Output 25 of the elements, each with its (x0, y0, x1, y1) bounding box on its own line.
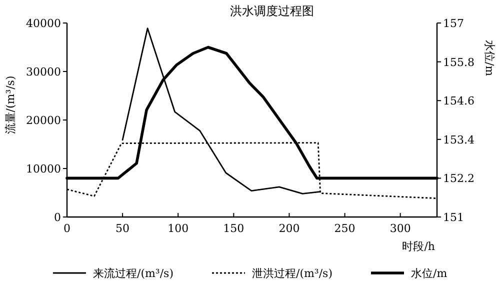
chart-title: 洪水调度过程图 (230, 4, 314, 18)
y2-tick-label: 154.6 (443, 94, 474, 108)
y-tick-label: 20000 (26, 114, 61, 127)
y2-axis-title: 水位/m (483, 40, 496, 77)
x-axis-title: 时段/h (402, 240, 435, 253)
y2-tick-label: 153.4 (443, 133, 474, 146)
x-tick-label: 100 (168, 222, 189, 235)
legend-label: 水位/m (411, 267, 448, 280)
y2-tick-label: 152.2 (443, 172, 474, 186)
y-tick-label: 10000 (26, 162, 61, 176)
x-tick-label: 50 (116, 222, 130, 235)
x-tick-label: 250 (334, 222, 356, 235)
y-axis-title: 流量/(m³/s) (4, 76, 17, 134)
y-tick-label: 40000 (26, 17, 61, 30)
x-tick-label: 200 (278, 222, 300, 235)
y2-tick-label: 151 (443, 211, 464, 224)
legend-label: 泄洪过程/(m³/s) (252, 267, 332, 280)
y2-tick-label: 157 (443, 17, 464, 30)
y-tick-label: 30000 (26, 66, 61, 78)
x-tick-label: 300 (390, 222, 411, 235)
x-tick-label: 150 (223, 222, 244, 235)
y2-tick-label: 155.8 (443, 56, 474, 69)
y-tick-label: 0 (54, 211, 61, 224)
legend-label: 来流过程/(m³/s) (93, 267, 174, 280)
x-tick-label: 0 (64, 222, 70, 235)
